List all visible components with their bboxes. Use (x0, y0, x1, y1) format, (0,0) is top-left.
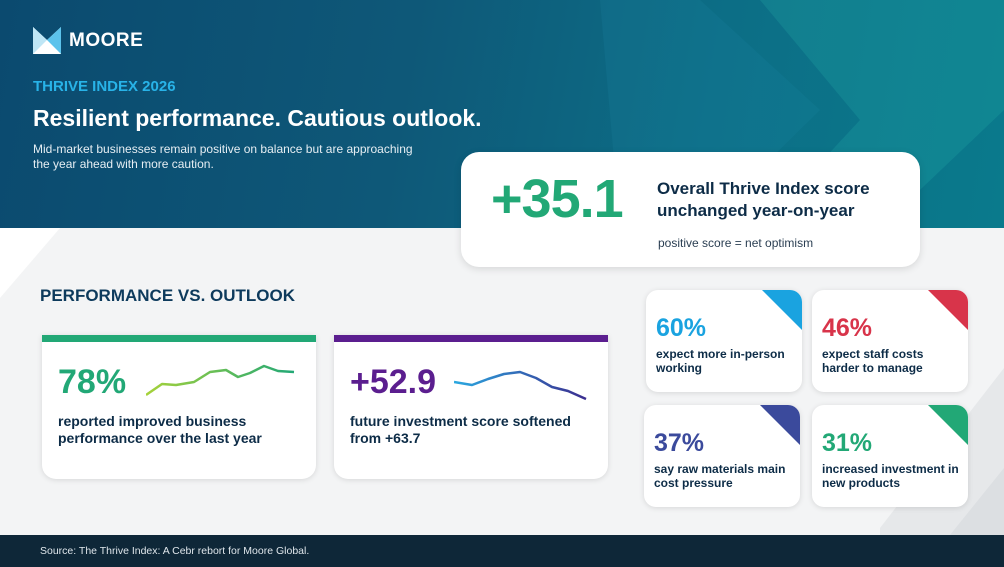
stat-card-new-products: 31% increased investment in new products (812, 405, 968, 507)
performance-card: 78% reported improved business performan… (42, 335, 316, 479)
performance-value: 78% (58, 363, 127, 401)
performance-sparkline (146, 364, 295, 397)
stat-value: 31% (822, 429, 873, 457)
hero-subtext: Mid-market businesses remain positive on… (33, 142, 413, 171)
stat-card-in-person: 60% expect more in-person working (646, 290, 802, 392)
card-accent-bar (334, 335, 608, 342)
corner-triangle-icon (762, 290, 802, 330)
stat-value: 37% (654, 429, 705, 457)
stat-text: expect more in-person working (656, 347, 785, 375)
corner-triangle-icon (928, 405, 968, 445)
investment-sparkline (454, 370, 587, 401)
stat-text: increased investment in new products (822, 462, 959, 490)
performance-text: reported improved business performance o… (58, 413, 262, 446)
brand-name: MOORE (69, 29, 144, 51)
stat-text: expect staff costs harder to manage (822, 347, 924, 375)
overall-score-value: +35.1 (491, 169, 624, 229)
stat-value: 46% (822, 314, 873, 342)
card-accent-bar (42, 335, 316, 342)
source-note: Source: The Thrive Index: A Cebr rebort … (40, 545, 310, 557)
corner-triangle-icon (760, 405, 800, 445)
moore-logo: MOORE (33, 27, 143, 54)
footer-bar: Source: The Thrive Index: A Cebr rebort … (0, 535, 1004, 567)
report-eyebrow: THRIVE INDEX 2026 (33, 78, 176, 95)
investment-card: +52.9 future investment score softened f… (334, 335, 608, 479)
section-title: PERFORMANCE VS. OUTLOOK (40, 286, 296, 305)
overall-score-note: positive score = net optimism (658, 236, 814, 250)
stat-text: say raw materials main cost pressure (654, 462, 786, 490)
investment-value: +52.9 (350, 363, 437, 401)
logo-icon (33, 27, 61, 54)
investment-text: future investment score softened from +6… (350, 413, 571, 446)
stat-value: 60% (656, 314, 707, 342)
overall-score-title: Overall Thrive Index score unchanged yea… (657, 179, 870, 220)
overall-score-card: +35.1 Overall Thrive Index score unchang… (461, 152, 920, 267)
stat-card-raw-materials: 37% say raw materials main cost pressure (644, 405, 800, 507)
corner-triangle-icon (928, 290, 968, 330)
page-headline: Resilient performance. Cautious outlook. (33, 105, 482, 131)
stat-card-staff-costs: 46% expect staff costs harder to manage (812, 290, 968, 392)
